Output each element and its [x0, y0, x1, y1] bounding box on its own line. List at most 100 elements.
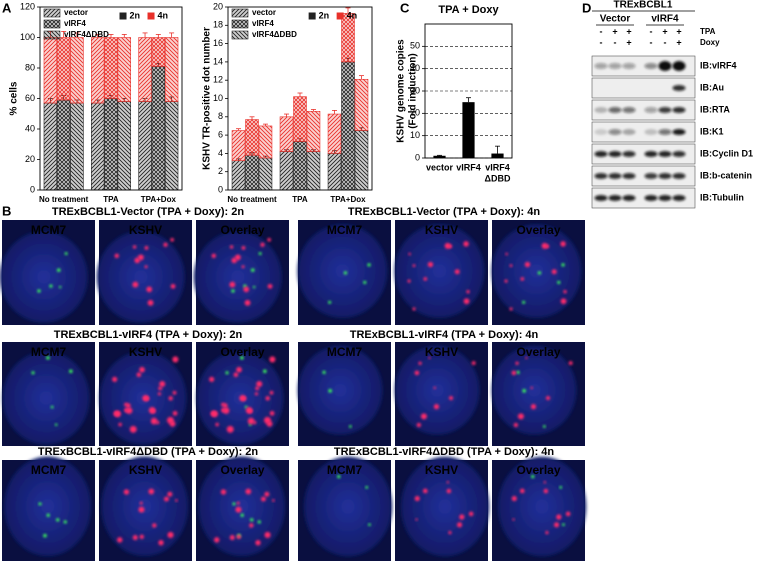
treatment-sign: +	[676, 26, 681, 36]
channel-label: MCM7	[327, 223, 363, 237]
kshv-spot	[144, 395, 150, 401]
kshv-spot	[129, 425, 137, 433]
kshv-spot	[556, 514, 562, 520]
kshv-spot	[512, 518, 515, 521]
x-tick-label: ΔDBD	[485, 173, 511, 183]
kshv-spot	[172, 410, 178, 416]
kshv-spot	[418, 361, 422, 365]
blot-band	[594, 129, 608, 135]
legend-swatch	[336, 12, 344, 20]
y-tick-label: 10	[410, 130, 420, 140]
micrograph	[196, 456, 289, 561]
plot-frame	[39, 6, 183, 191]
kshv-spot	[420, 413, 427, 420]
blot-group: Vector	[600, 14, 631, 25]
mcm7-spot	[38, 502, 42, 506]
kshv-spot	[170, 283, 176, 289]
kshv-spot	[414, 496, 420, 502]
legend-label: vector	[252, 8, 276, 17]
kshv-spot	[125, 403, 131, 408]
blot-band	[608, 173, 622, 179]
channel-label: Overlay	[516, 463, 560, 477]
mcm7-spot	[57, 268, 61, 272]
kshv-spot	[545, 531, 549, 535]
kshv-spot	[504, 279, 508, 283]
bar-segment	[56, 99, 71, 191]
nucleus	[2, 351, 90, 445]
blot-strip	[591, 55, 696, 77]
kshv-spot	[267, 237, 271, 242]
kshv-spot	[264, 531, 271, 538]
nucleus	[96, 231, 185, 323]
legend-swatch	[43, 30, 61, 40]
mcm7-spot	[367, 263, 371, 267]
antibody-label: IB:Tubulin	[700, 192, 744, 202]
mcm7-spot	[46, 513, 50, 517]
kshv-spot	[448, 396, 454, 401]
bar-segment	[258, 157, 273, 191]
blot-band	[672, 195, 686, 201]
mcm7-spot	[537, 271, 542, 275]
mcm7-spot	[49, 284, 53, 288]
kshv-spot	[541, 242, 548, 249]
blot-band	[594, 107, 608, 113]
nucleus	[4, 456, 92, 557]
antibody-label: IB:b-catenin	[700, 170, 752, 180]
treatment-sign: -	[614, 37, 617, 47]
mcm7-spot	[557, 280, 561, 285]
kshv-spot	[150, 417, 158, 425]
legend-swatch	[119, 12, 127, 20]
mcm7-spot	[258, 252, 262, 255]
y-tick-label: 60	[25, 93, 35, 103]
kshv-spot	[241, 246, 246, 250]
channel-label: Overlay	[516, 223, 560, 237]
kshv-spot	[444, 242, 451, 249]
kshv-spot	[414, 370, 420, 376]
kshv-spot	[530, 404, 537, 410]
kshv-spot	[214, 537, 220, 543]
legend-swatch	[231, 8, 249, 18]
kshv-spot	[505, 252, 508, 256]
micrograph	[394, 342, 488, 446]
kshv-spot	[272, 499, 275, 502]
x-tick-label: TPA	[292, 195, 308, 204]
blot-band	[658, 107, 672, 113]
bar-segment	[245, 119, 259, 156]
kshv-spot	[137, 254, 144, 261]
mcm7-spot	[50, 405, 54, 409]
kshv-spot	[264, 491, 270, 497]
blot-membrane	[591, 99, 696, 121]
legend-label: 4n	[347, 10, 358, 20]
kshv-spot	[428, 356, 431, 360]
nucleus	[400, 456, 490, 557]
mcm7-spot	[69, 369, 73, 374]
blot-strip	[591, 143, 696, 165]
legend-label: vIRF4	[64, 19, 86, 28]
y-tick-label: 8	[218, 111, 223, 121]
kshv-spot	[266, 420, 273, 427]
bar-segment	[231, 130, 246, 162]
legend-swatch	[43, 19, 61, 29]
kshv-spot	[241, 395, 247, 401]
blot-band	[672, 129, 686, 135]
panel-label: A	[2, 0, 12, 15]
mcm7-spot	[251, 268, 255, 272]
bar-segment	[354, 130, 369, 191]
kshv-spot	[416, 422, 421, 428]
kshv-spot	[117, 537, 123, 543]
bar	[433, 155, 446, 158]
blot-group: vIRF4	[651, 14, 679, 25]
mcm7-spot	[328, 389, 332, 393]
micrograph	[0, 220, 95, 325]
kshv-spot	[245, 407, 253, 414]
kshv-spot	[565, 511, 571, 517]
y-axis-label: KSHV TR-positive dot number	[202, 27, 213, 170]
kshv-spot	[545, 396, 551, 401]
blot-strip	[591, 121, 696, 143]
treatment-label: TPA	[700, 27, 716, 36]
mcm7-spot	[343, 271, 348, 275]
kshv-spot	[261, 496, 266, 502]
kshv-spot	[543, 488, 549, 494]
kshv-spot	[520, 277, 525, 281]
kshv-spot	[158, 540, 164, 546]
